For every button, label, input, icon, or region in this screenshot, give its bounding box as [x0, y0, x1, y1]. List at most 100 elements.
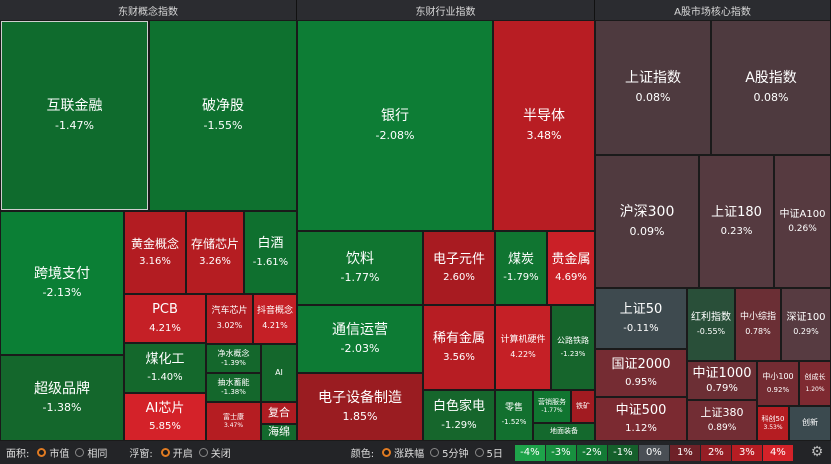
tile-name: 零售 [504, 403, 523, 414]
tile-sz180[interactable]: 上证180 0.23% [699, 155, 774, 288]
tile-dzyj[interactable]: 电子元件 2.60% [423, 231, 495, 305]
tile-szzs[interactable]: 上证指数 0.08% [595, 20, 711, 155]
color-option-5day[interactable]: 5日 [486, 449, 503, 460]
tile-zx100[interactable]: 中小100 0.92% [757, 361, 799, 406]
tile-hlwjr[interactable]: 互联金融 -1.47% [0, 20, 149, 211]
tile-value: 4.22% [510, 349, 536, 359]
tile-name: 地面装备 [550, 427, 578, 436]
tile-bsjd[interactable]: 白色家电 -1.29% [423, 390, 495, 441]
tile-name: 公路铁路 [557, 335, 589, 345]
color-option-change[interactable]: 涨跌幅 [394, 449, 425, 460]
tile-bj[interactable]: 白酒 -1.61% [244, 211, 297, 294]
legend-swatch: -4% [514, 444, 545, 461]
tile-kc50[interactable]: 科创50 3.53% [757, 406, 789, 441]
tile-name: 跨境支付 [34, 265, 90, 282]
tile-value: -1.55% [203, 118, 243, 132]
tile-fh[interactable]: 复合 [261, 402, 297, 424]
color-option-5min[interactable]: 5分钟 [442, 449, 469, 460]
tile-sz100[interactable]: 深证100 0.29% [781, 288, 831, 361]
tile-name: 白酒 [257, 236, 284, 252]
legend-swatch: 2% [700, 444, 731, 461]
tile-name: 超级品牌 [34, 380, 90, 397]
tile-value: -2.03% [340, 342, 380, 356]
tile-txyy[interactable]: 通信运营 -2.03% [297, 305, 423, 373]
tile-bdt[interactable]: 半导体 3.48% [493, 20, 595, 231]
tile-name: 上证380 [700, 406, 744, 419]
tile-yxfw[interactable]: 营销服务 -1.77% [533, 390, 571, 423]
tile-dzsbzz[interactable]: 电子设备制造 1.85% [297, 373, 423, 441]
tile-ai_s[interactable]: AI [261, 344, 297, 402]
tile-cxzs[interactable]: 创新 [789, 406, 831, 441]
float-option-on[interactable]: 开启 [172, 449, 193, 460]
tile-gltl[interactable]: 公路铁路 -1.23% [551, 305, 595, 390]
area-option-equal[interactable]: 相同 [87, 449, 108, 460]
tile-cjpp[interactable]: 超级品牌 -1.38% [0, 355, 124, 441]
tile-yl[interactable]: 饮料 -1.77% [297, 231, 423, 305]
tile-xyjs[interactable]: 稀有金属 3.56% [423, 305, 495, 390]
tile-value: 0.78% [745, 326, 771, 336]
tile-ccxp[interactable]: 存储芯片 3.26% [186, 211, 244, 294]
tile-value: -1.79% [503, 272, 539, 284]
tile-dygn[interactable]: 抖音概念 4.21% [253, 294, 297, 344]
color-radio-5min[interactable] [430, 448, 440, 457]
tile-sz380[interactable]: 上证380 0.89% [687, 400, 757, 441]
tile-zxzz[interactable]: 中小综指 0.78% [735, 288, 781, 361]
tile-jsjyj[interactable]: 计算机硬件 4.22% [495, 305, 551, 390]
tile-ls[interactable]: 零售 -1.52% [495, 390, 533, 441]
color-radio-5day[interactable] [474, 448, 484, 457]
tile-hm[interactable]: 海绵 [261, 424, 297, 441]
panel-header-core-index: A股市场核心指数 [595, 0, 831, 20]
float-radio-on[interactable] [160, 448, 170, 457]
tile-jsgn[interactable]: 净水概念 -1.39% [206, 344, 261, 373]
tile-mt[interactable]: 煤炭 -1.79% [495, 231, 547, 305]
tile-name: 电子设备制造 [318, 389, 402, 406]
tile-gz2000[interactable]: 国证2000 0.95% [595, 349, 687, 397]
tile-value: 0.29% [793, 327, 819, 337]
tile-name: 计算机硬件 [500, 334, 546, 345]
tile-zza100[interactable]: 中证A100 0.26% [774, 155, 831, 288]
tile-name: 银行 [381, 108, 409, 125]
tile-mhg[interactable]: 煤化工 -1.40% [124, 343, 206, 393]
tile-name: 净水概念 [217, 348, 250, 358]
color-radio-change[interactable] [382, 448, 392, 457]
tile-value: 0.09% [629, 224, 665, 238]
tile-value: 5.85% [149, 421, 181, 433]
tile-hjgn[interactable]: 黄金概念 3.16% [124, 211, 186, 294]
tile-name: 破净股 [202, 98, 244, 115]
legend-swatch: -1% [607, 444, 638, 461]
tile-cyb[interactable]: 创成长 1.20% [799, 361, 831, 406]
tile-value: 0.08% [753, 90, 789, 104]
tile-pcb[interactable]: PCB 4.21% [124, 294, 206, 343]
tile-value: 0.95% [625, 377, 657, 389]
tile-sz50[interactable]: 上证50 -0.11% [595, 288, 687, 349]
tile-aixp[interactable]: AI芯片 5.85% [124, 393, 206, 441]
tile-gjs[interactable]: 贵金属 4.69% [547, 231, 595, 305]
tile-name: 海绵 [268, 425, 290, 439]
tile-value: 1.85% [342, 410, 378, 424]
settings-gear-icon[interactable]: ⚙ [810, 444, 824, 460]
tile-cscn[interactable]: 抽水蓄能 -1.38% [206, 373, 261, 402]
tile-hs300[interactable]: 沪深300 0.09% [595, 155, 699, 288]
tile-pjg[interactable]: 破净股 -1.55% [149, 20, 297, 211]
float-radio-off[interactable] [198, 448, 208, 457]
tile-hlzs[interactable]: 红利指数 -0.55% [687, 288, 735, 361]
area-radio-equal[interactable] [75, 448, 85, 457]
tile-qcxp[interactable]: 汽车芯片 3.02% [206, 294, 253, 344]
area-radio-marketcap[interactable] [37, 448, 47, 457]
tile-kjzf[interactable]: 跨境支付 -2.13% [0, 211, 124, 355]
tile-name: 半导体 [523, 108, 565, 125]
area-option-marketcap[interactable]: 市值 [49, 449, 70, 460]
tile-dmzb[interactable]: 地面装备 [533, 423, 595, 441]
color-legend: -4% -3% -2% -1% 0% 1% 2% 3% 4% [514, 444, 794, 461]
tile-value: -0.11% [623, 322, 659, 334]
tile-value: -1.61% [252, 256, 289, 268]
tile-agzs[interactable]: A股指数 0.08% [711, 20, 831, 155]
tile-value: 2.60% [443, 272, 475, 284]
tile-yh[interactable]: 银行 -2.08% [297, 20, 493, 231]
float-option-off[interactable]: 关闭 [210, 449, 231, 460]
tile-zz500[interactable]: 中证500 1.12% [595, 397, 687, 441]
tile-fsk[interactable]: 富士康 3.47% [206, 402, 261, 441]
tile-zz1000[interactable]: 中证1000 0.79% [687, 361, 757, 400]
tile-value: -1.38% [221, 387, 246, 396]
tile-tk[interactable]: 铁矿 [571, 390, 595, 423]
